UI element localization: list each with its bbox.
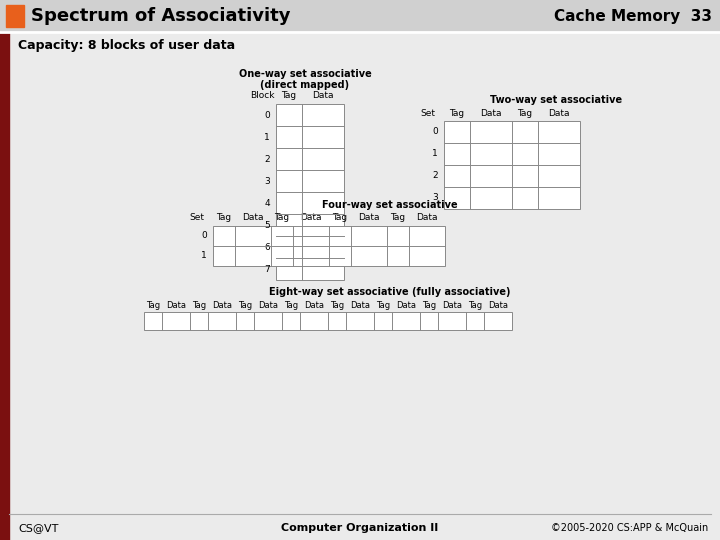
Text: Data: Data <box>548 109 570 118</box>
Text: Tag: Tag <box>468 300 482 309</box>
Bar <box>0 32 9 540</box>
Text: Data: Data <box>312 91 334 100</box>
Text: ©2005-2020 CS:APP & McQuain: ©2005-2020 CS:APP & McQuain <box>551 523 708 533</box>
Text: 2: 2 <box>264 154 270 164</box>
Text: Cache Memory  33: Cache Memory 33 <box>554 9 712 24</box>
Text: 1: 1 <box>264 132 270 141</box>
Text: Data: Data <box>480 109 502 118</box>
Text: Data: Data <box>212 300 232 309</box>
Text: 3: 3 <box>264 177 270 186</box>
Text: Block: Block <box>250 91 274 100</box>
Text: Data: Data <box>300 213 322 222</box>
Text: 4: 4 <box>264 199 270 207</box>
Text: 0: 0 <box>202 232 207 240</box>
Text: Tag: Tag <box>518 109 533 118</box>
Text: 5: 5 <box>264 220 270 230</box>
Text: Data: Data <box>359 213 379 222</box>
Text: Tag: Tag <box>284 300 298 309</box>
Text: Set: Set <box>189 213 204 222</box>
Text: Data: Data <box>242 213 264 222</box>
Text: Tag: Tag <box>192 300 206 309</box>
Text: Tag: Tag <box>282 91 297 100</box>
Bar <box>144 312 512 330</box>
Text: 7: 7 <box>264 265 270 273</box>
Text: Data: Data <box>488 300 508 309</box>
Text: Eight-way set associative (fully associative): Eight-way set associative (fully associa… <box>269 287 510 297</box>
Text: Tag: Tag <box>376 300 390 309</box>
Bar <box>444 121 580 209</box>
Text: 6: 6 <box>264 242 270 252</box>
Text: Tag: Tag <box>449 109 464 118</box>
Bar <box>276 104 344 280</box>
Bar <box>0 0 720 32</box>
Text: Data: Data <box>304 300 324 309</box>
Text: Set: Set <box>420 109 436 118</box>
Text: Spectrum of Associativity: Spectrum of Associativity <box>31 7 290 25</box>
Text: Two-way set associative: Two-way set associative <box>490 95 622 105</box>
Text: Tag: Tag <box>330 300 344 309</box>
Text: 2: 2 <box>433 172 438 180</box>
Text: Capacity: 8 blocks of user data: Capacity: 8 blocks of user data <box>18 39 235 52</box>
Text: Tag: Tag <box>146 300 160 309</box>
Text: Four-way set associative: Four-way set associative <box>322 200 458 210</box>
Text: 3: 3 <box>432 193 438 202</box>
Text: (direct mapped): (direct mapped) <box>261 80 350 90</box>
Text: Computer Organization II: Computer Organization II <box>282 523 438 533</box>
Text: Data: Data <box>350 300 370 309</box>
Text: 1: 1 <box>432 150 438 159</box>
Text: 0: 0 <box>432 127 438 137</box>
Bar <box>6 5 24 27</box>
Bar <box>213 226 445 266</box>
Text: Tag: Tag <box>274 213 289 222</box>
Text: Tag: Tag <box>390 213 405 222</box>
Text: Data: Data <box>416 213 438 222</box>
Text: 0: 0 <box>264 111 270 119</box>
Text: Data: Data <box>442 300 462 309</box>
Text: Tag: Tag <box>238 300 252 309</box>
Text: Data: Data <box>396 300 416 309</box>
Text: One-way set associative: One-way set associative <box>238 69 372 79</box>
Text: 1: 1 <box>202 252 207 260</box>
Text: CS@VT: CS@VT <box>18 523 58 533</box>
Text: Tag: Tag <box>333 213 348 222</box>
Text: Tag: Tag <box>217 213 232 222</box>
Text: Data: Data <box>166 300 186 309</box>
Text: Data: Data <box>258 300 278 309</box>
Text: Tag: Tag <box>422 300 436 309</box>
